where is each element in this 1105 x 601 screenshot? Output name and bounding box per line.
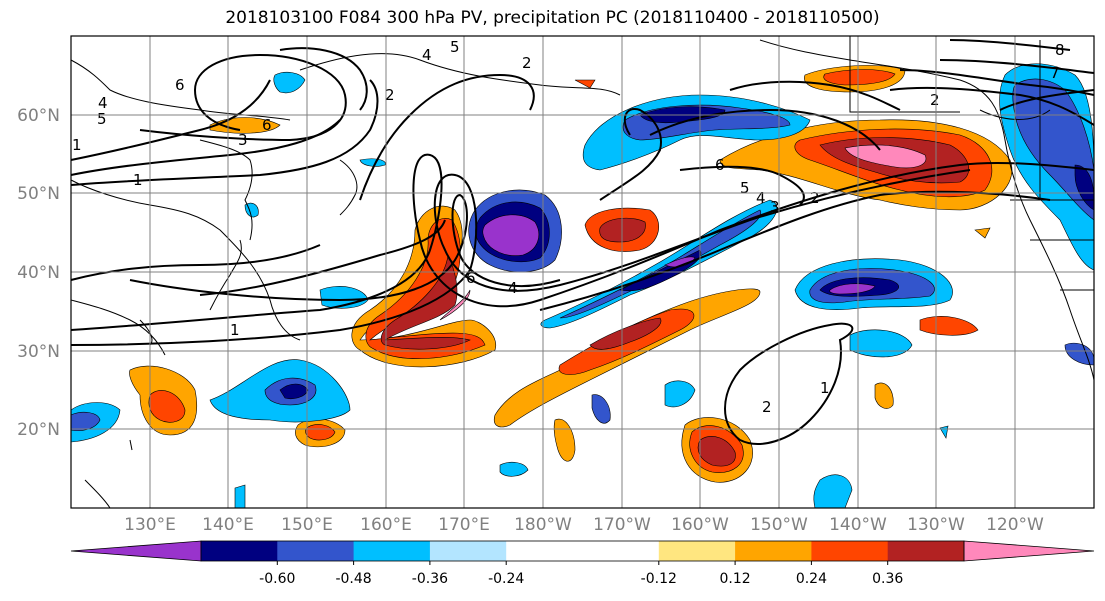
contour-label: 6 <box>715 156 725 174</box>
contour-label: 3 <box>770 198 780 216</box>
colorbar-extend-min <box>70 540 202 562</box>
colorbar-frame <box>200 540 965 562</box>
contour-label: 7 <box>1050 64 1060 82</box>
colorbar-tick-label: 0.12 <box>720 571 751 587</box>
lon-label: 170°W <box>593 515 651 535</box>
contour-label: 1 <box>133 171 143 189</box>
contour-label: 5 <box>450 38 460 56</box>
contour-label: 1 <box>820 379 830 397</box>
lon-label: 160°W <box>671 515 729 535</box>
colorbar <box>70 540 1095 562</box>
colorbar-segment <box>353 541 431 561</box>
contour-label: 6 <box>262 116 272 134</box>
contour-label: 6 <box>175 76 185 94</box>
lat-label: 60°N <box>17 106 60 126</box>
colorbar-tick-label: 0.36 <box>872 571 903 587</box>
contour-label: 4 <box>98 94 108 112</box>
colorbar-tick-label: 0.24 <box>796 571 827 587</box>
colorbar-segment <box>582 541 660 561</box>
map-title: 2018103100 F084 300 hPa PV, precipitatio… <box>225 8 880 28</box>
lon-label: 140°E <box>202 515 254 535</box>
colorbar-segment <box>735 541 812 561</box>
lon-label: 150°E <box>281 515 333 535</box>
colorbar-segment <box>201 541 278 561</box>
lat-label: 30°N <box>17 342 60 362</box>
precipitation-shading <box>70 63 1095 509</box>
lon-label: 130°E <box>124 515 176 535</box>
colorbar-segment <box>658 541 736 561</box>
colorbar-tick-label: -0.36 <box>412 571 448 587</box>
lat-label: 20°N <box>17 420 60 440</box>
lat-label: 50°N <box>17 184 60 204</box>
pv-contours <box>70 39 1095 445</box>
colorbar-segment <box>277 541 355 561</box>
gridlines <box>71 36 1094 508</box>
contour-label: 1 <box>230 321 240 339</box>
contour-label: 2 <box>930 91 940 109</box>
colorbar-segment <box>506 541 583 561</box>
lon-label: 130°W <box>907 515 965 535</box>
lon-label: 140°W <box>829 515 887 535</box>
colorbar-segment <box>429 541 507 561</box>
contour-label: 2 <box>385 86 395 104</box>
colorbar-segment <box>887 541 965 561</box>
longitude-labels: 130°E 140°E 150°E 160°E 170°E 180°W 170°… <box>124 515 1044 535</box>
colorbar-tick-label: -0.48 <box>335 571 371 587</box>
contour-label: 4 <box>508 279 518 297</box>
colorbar-extend-max <box>963 540 1095 562</box>
contour-label: 5 <box>740 179 750 197</box>
lon-label: 180°W <box>514 515 572 535</box>
latitude-labels: 60°N 50°N 40°N 30°N 20°N <box>17 106 60 440</box>
contour-label: 2 <box>522 54 532 72</box>
contour-labels: 1 2 3 4 5 6 1 2 4 6 2 3 4 5 6 1 2 4 5 6 … <box>72 38 1065 416</box>
colorbar-segment <box>811 541 889 561</box>
contour-label: 6 <box>466 269 476 287</box>
colorbar-tick-label: -0.24 <box>488 571 524 587</box>
lon-label: 170°E <box>438 515 490 535</box>
colorbar-tick-label: -0.60 <box>259 571 295 587</box>
colorbar-tick-label: -0.12 <box>641 571 677 587</box>
contour-label: 8 <box>1055 41 1065 59</box>
contour-label: 1 <box>72 136 82 154</box>
contour-label: 5 <box>97 110 107 128</box>
contour-label: 4 <box>422 46 432 64</box>
lon-label: 160°E <box>360 515 412 535</box>
contour-label: 2 <box>762 398 772 416</box>
lon-label: 120°W <box>986 515 1044 535</box>
colorbar-ticks: -0.60 -0.48 -0.36 -0.24 -0.12 0.12 0.24 0.36 <box>259 561 903 587</box>
contour-label: 4 <box>756 189 766 207</box>
map-frame <box>70 35 1095 509</box>
contour-label: 3 <box>238 131 248 149</box>
contour-label: 2 <box>810 189 820 207</box>
lon-label: 150°W <box>750 515 808 535</box>
lat-label: 40°N <box>17 263 60 283</box>
